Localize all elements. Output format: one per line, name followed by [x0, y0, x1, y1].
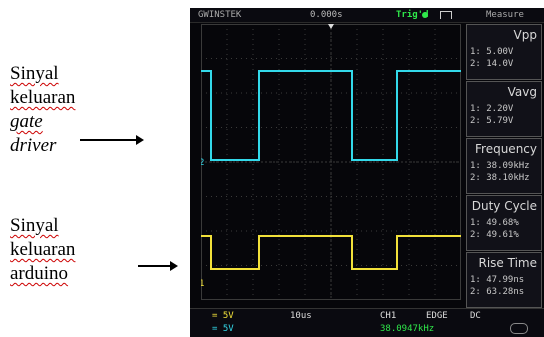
trigger-status: Trig'd: [396, 10, 429, 20]
measure-name: Frequency: [475, 142, 537, 156]
measure-ch2-value: 2: 38.10kHz: [470, 173, 530, 183]
ch2-scale: = 5V: [212, 324, 234, 334]
ch2-marker: 2: [201, 158, 204, 168]
ch1-scale: = 5V: [212, 311, 234, 321]
ch1-marker: 1: [201, 279, 204, 289]
measure-frequency[interactable]: Frequency 1: 38.09kHz 2: 38.10kHz: [466, 138, 542, 194]
trigger-coupling: DC: [470, 311, 481, 321]
measure-ch1-value: 1: 38.09kHz: [470, 161, 530, 171]
trigger-type: EDGE: [426, 311, 448, 321]
trigger-indicator-icon: [422, 12, 428, 18]
usb-icon: [510, 323, 528, 334]
rising-edge-icon: [440, 11, 452, 19]
measure-ch2-value: 2: 5.79V: [470, 116, 514, 126]
scope-status-bar: = 5V = 5V 10us CH1 EDGE DC 38.0947kHz: [190, 308, 544, 337]
measure-name: Duty Cycle: [471, 199, 537, 213]
ann-top-line1: Sinyal: [10, 63, 59, 84]
measure-duty-cycle[interactable]: Duty Cycle 1: 49.68% 2: 49.61%: [466, 195, 542, 251]
ann-top-line4: driver: [10, 135, 57, 156]
measure-ch2-value: 2: 14.0V: [470, 59, 514, 69]
arduino-arrow: [138, 261, 178, 271]
trigger-frequency: 38.0947kHz: [380, 324, 435, 334]
gate-driver-arrow: [80, 135, 144, 145]
measure-ch1-value: 1: 2.20V: [470, 104, 514, 114]
grid-lines: [201, 24, 461, 300]
measure-ch1-value: 1: 5.00V: [470, 47, 514, 57]
timebase-label: 10us: [290, 311, 312, 321]
measure-ch2-value: 2: 49.61%: [470, 230, 519, 240]
measure-ch1-value: 1: 49.68%: [470, 218, 519, 228]
measure-vavg[interactable]: Vavg 1: 2.20V 2: 5.79V: [466, 81, 542, 137]
ann-top-line3: gate: [10, 111, 43, 132]
measure-vpp[interactable]: Vpp 1: 5.00V 2: 14.0V: [466, 24, 542, 80]
trigger-position-icon: [328, 24, 334, 29]
arduino-annotation: Sinyal keluaran arduino: [10, 214, 75, 286]
measure-name: Rise Time: [478, 256, 538, 270]
ch2-waveform: [201, 70, 461, 161]
gate-driver-annotation: Sinyal keluaran gate driver: [10, 62, 75, 158]
trigger-source: CH1: [380, 311, 397, 321]
ann-top-line2: keluaran: [10, 87, 76, 108]
ann-bottom-line2: keluaran: [10, 239, 76, 260]
waveform-grid: 2 1: [201, 24, 461, 300]
time-position: 0.000s: [310, 10, 343, 20]
oscilloscope-screen: GWINSTEK 0.000s Trig'd Measure 2 1 Vpp 1…: [190, 8, 544, 337]
ann-bottom-line3: arduino: [10, 263, 69, 284]
measure-ch1-value: 1: 47.99ns: [470, 275, 525, 285]
measure-panel: Vpp 1: 5.00V 2: 14.0V Vavg 1: 2.20V 2: 5…: [466, 24, 542, 308]
measure-title: Measure: [486, 10, 524, 20]
measure-name: Vavg: [507, 85, 537, 99]
brand-label: GWINSTEK: [198, 10, 242, 20]
ch1-waveform: [201, 235, 461, 270]
measure-rise-time[interactable]: Rise Time 1: 47.99ns 2: 63.28ns: [466, 252, 542, 308]
measure-name: Vpp: [513, 28, 537, 42]
ann-bottom-line1: Sinyal: [10, 215, 59, 236]
scope-top-bar: GWINSTEK 0.000s Trig'd Measure: [190, 8, 544, 23]
measure-ch2-value: 2: 63.28ns: [470, 287, 525, 297]
